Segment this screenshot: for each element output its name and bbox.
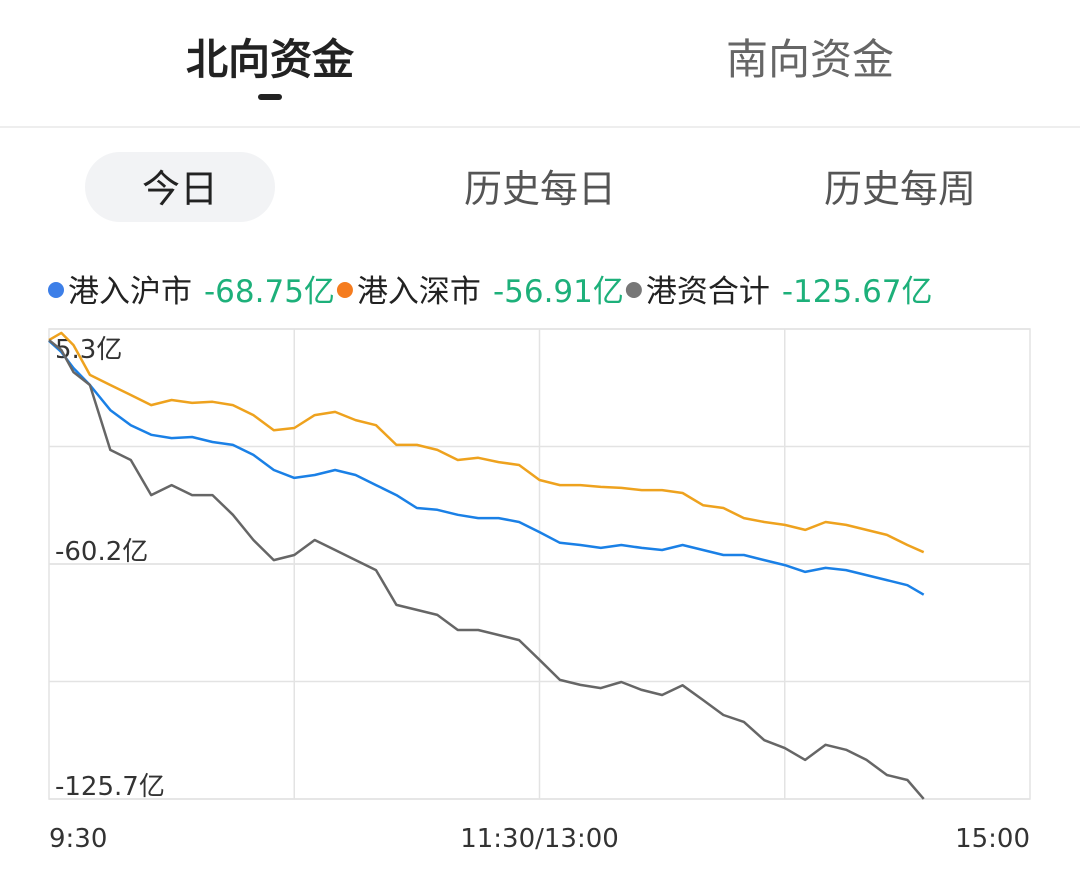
legend-name: 港入沪市 [68,274,192,310]
x-tick-label: 15:00 [955,824,1030,854]
legend-dot [336,282,353,298]
series-line [48,331,925,554]
y-tick-label: -125.7亿 [55,772,165,802]
tab-south[interactable]: 南向资金 [726,35,894,84]
tab-north[interactable]: 北向资金 [186,35,355,84]
legend-dot [48,282,64,298]
subtab-weekly[interactable]: 历史每周 [824,167,976,211]
tab-indicator [258,94,282,100]
x-tick-label: 9:30 [49,824,107,854]
series-line [48,339,925,596]
x-tick-label: 11:30/13:00 [460,824,619,854]
subtab-daily[interactable]: 历史每日 [464,167,616,211]
subtab-today[interactable]: 今日 [142,167,218,211]
legend-value: -68.75亿 [204,274,335,310]
legend-value: -125.67亿 [782,274,933,310]
legend-name: 港资合计 [646,274,770,310]
legend-name: 港入深市 [357,274,481,310]
y-tick-label: 5.3亿 [55,335,122,365]
y-tick-label: -60.2亿 [55,537,148,567]
series-line [48,339,925,800]
legend-value: -56.91亿 [493,274,624,310]
subtab-pill [85,152,275,222]
legend-dot [625,282,642,298]
